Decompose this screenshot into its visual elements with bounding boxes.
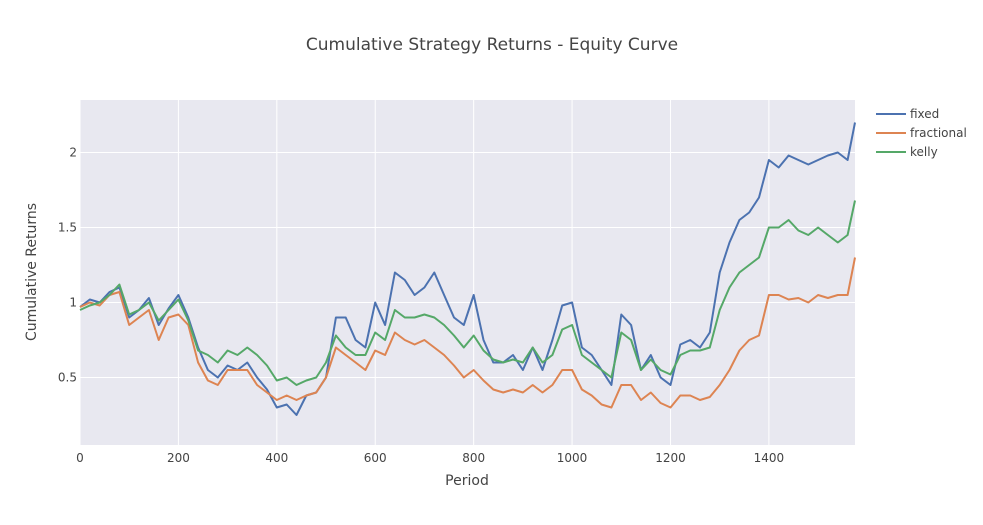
x-tick-label: 400 [265, 451, 288, 465]
legend-item-fixed[interactable]: fixed [876, 107, 939, 121]
y-axis-ticks: 0.5 1 1.5 2 [58, 146, 77, 385]
y-tick-label: 2 [69, 146, 77, 160]
x-tick-label: 1200 [655, 451, 686, 465]
legend-label: fractional [910, 126, 967, 140]
x-tick-label: 200 [167, 451, 190, 465]
legend-label: fixed [910, 107, 939, 121]
x-tick-label: 1000 [557, 451, 588, 465]
legend-item-kelly[interactable]: kelly [876, 145, 938, 159]
series-layer [79, 122, 856, 416]
x-tick-label: 0 [76, 451, 84, 465]
series-line-fractional [79, 257, 856, 409]
x-axis-ticks: 0 200 400 600 800 1000 1200 1400 [76, 451, 784, 465]
series-line-kelly [79, 200, 856, 386]
legend-item-fractional[interactable]: fractional [876, 126, 967, 140]
y-tick-label: 0.5 [58, 371, 77, 385]
series-line-fixed [79, 122, 856, 416]
chart-title: Cumulative Strategy Returns - Equity Cur… [306, 35, 678, 55]
x-tick-label: 600 [364, 451, 387, 465]
plot-area [80, 100, 855, 445]
y-tick-label: 1 [69, 296, 77, 310]
y-axis-title: Cumulative Returns [24, 203, 40, 341]
legend[interactable]: fixed fractional kelly [876, 107, 967, 159]
x-axis-title: Period [445, 473, 489, 489]
legend-label: kelly [910, 145, 938, 159]
x-tick-label: 1400 [754, 451, 785, 465]
y-tick-label: 1.5 [58, 221, 77, 235]
grid-lines [79, 100, 855, 445]
x-tick-label: 800 [462, 451, 485, 465]
